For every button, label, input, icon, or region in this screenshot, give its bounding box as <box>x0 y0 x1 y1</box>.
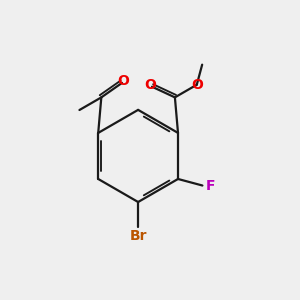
Text: O: O <box>191 78 203 92</box>
Text: O: O <box>145 78 157 92</box>
Text: O: O <box>118 74 129 88</box>
Text: F: F <box>206 178 215 193</box>
Text: Br: Br <box>129 229 147 243</box>
